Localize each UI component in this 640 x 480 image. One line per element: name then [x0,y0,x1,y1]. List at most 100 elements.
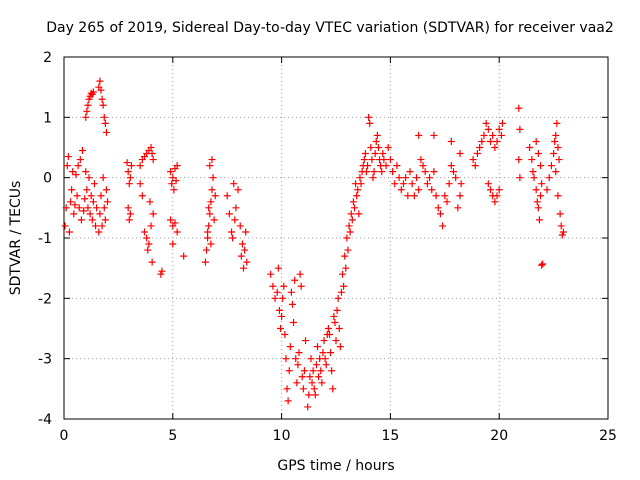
data-point [452,174,460,182]
data-point [404,192,412,200]
data-point [395,174,403,182]
data-point [408,180,416,188]
data-point [552,168,560,176]
data-point [554,144,562,151]
data-point [209,174,217,182]
data-point [281,331,289,339]
data-point [74,162,82,170]
data-point [283,385,291,393]
data-point [145,240,153,248]
data-point [204,228,212,236]
data-point [278,312,286,320]
data-point [428,186,436,194]
data-point [456,150,464,158]
data-point [88,216,96,224]
data-point [332,337,340,345]
data-point [324,325,332,332]
data-point [68,186,76,194]
data-point [208,186,216,194]
data-point [63,162,71,170]
data-point [81,195,89,203]
data-point [76,156,84,164]
data-point [343,234,351,242]
data-point [450,168,458,176]
data-points [61,77,567,411]
data-point [97,192,105,200]
data-point [309,367,317,375]
data-point [125,180,133,188]
data-point [308,379,316,387]
data-point [141,228,149,236]
data-point [240,264,248,272]
data-point [419,162,427,170]
data-point [322,361,330,369]
data-point [61,222,69,230]
data-point [83,107,91,115]
data-point [232,204,240,212]
data-point [173,162,181,170]
data-point [291,276,299,284]
data-point [73,192,81,200]
data-point [515,156,523,164]
data-point [330,312,338,320]
data-point [489,131,497,139]
data-point [123,159,131,167]
data-point [138,192,146,200]
data-point [478,137,486,145]
data-point [325,331,333,339]
data-point [469,156,477,164]
y-tick-label: -1 [38,231,52,247]
y-tick-label: 2 [43,50,52,66]
data-point [310,385,318,393]
y-axis-label: SDTVAR / TECUs [8,181,24,296]
data-point [203,246,211,254]
y-tick-label: 0 [43,171,52,187]
data-point [157,270,165,278]
data-point [89,88,97,96]
data-point [345,222,353,230]
data-point [100,113,108,121]
data-point [80,207,88,215]
data-point [331,318,339,326]
data-point [286,343,294,351]
data-point [386,156,394,164]
data-point [357,180,365,188]
data-point [136,162,144,170]
data-point [314,343,322,351]
data-point [339,270,347,278]
data-point [361,150,369,158]
data-point [169,240,177,248]
data-point [304,403,312,411]
data-point [554,192,562,200]
data-point [274,264,282,272]
data-point [282,355,290,363]
data-point [279,294,287,302]
data-point [77,216,85,224]
data-point [532,137,540,145]
data-point [169,174,177,182]
data-point [312,361,320,369]
data-point [101,216,109,224]
data-point [336,343,344,351]
x-axis-label: GPS time / hours [277,458,394,474]
data-point [211,192,219,200]
data-point [275,306,283,314]
data-point [95,228,103,236]
data-point [491,198,499,206]
data-point [293,379,301,387]
data-point [342,264,350,272]
data-point [204,234,212,242]
data-point [320,337,328,345]
data-point [447,162,455,170]
data-point [148,258,156,266]
y-tick-label: -4 [38,412,52,428]
data-point [306,373,314,381]
data-point [434,204,442,212]
data-point [242,228,250,236]
data-point [441,192,449,200]
data-point [344,246,352,254]
data-point [99,174,107,182]
data-point [72,171,80,179]
data-point [167,168,175,176]
